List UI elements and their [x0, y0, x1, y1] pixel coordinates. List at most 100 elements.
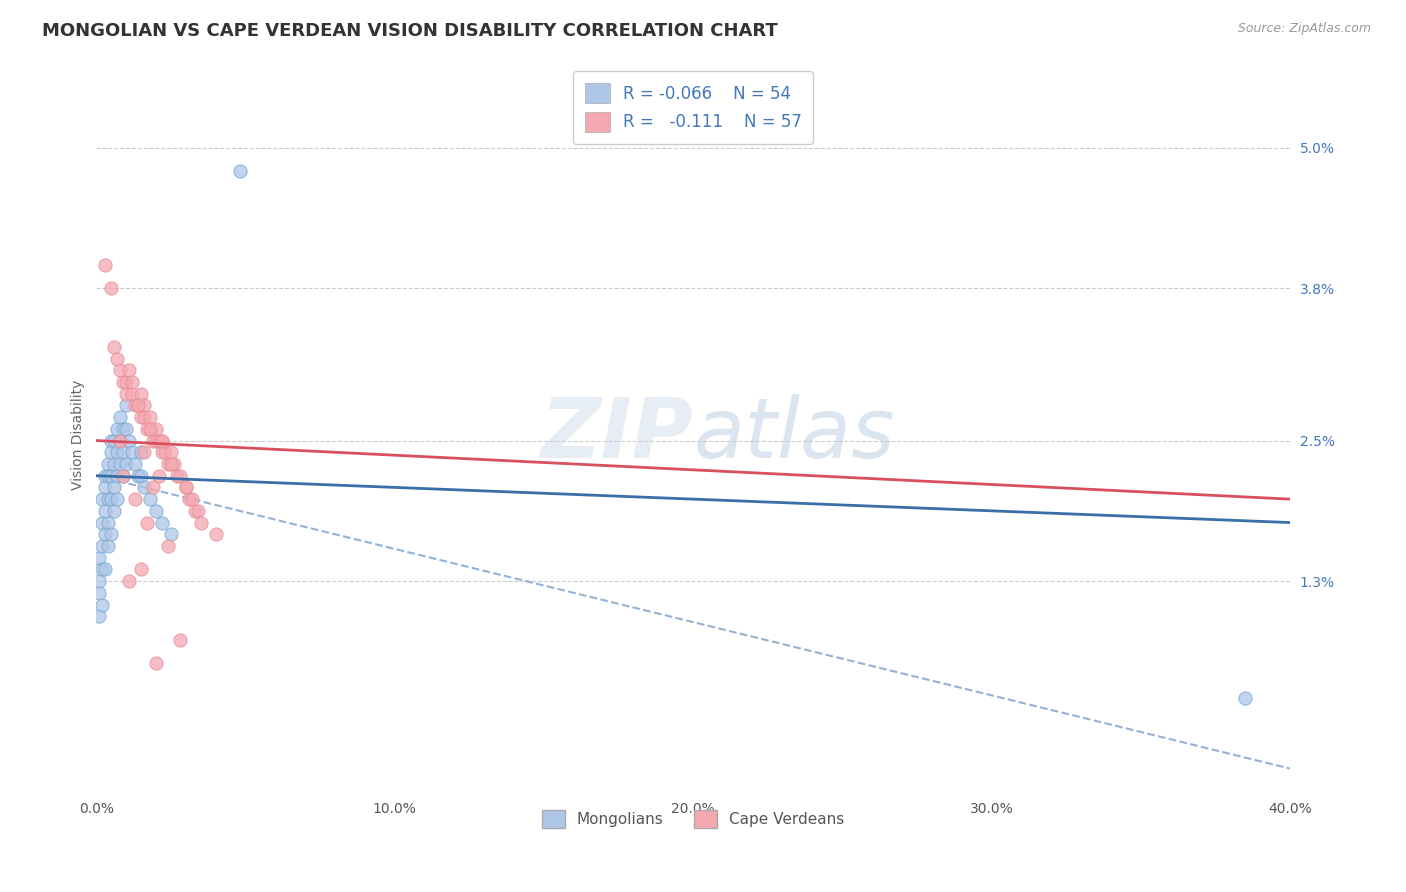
Point	[228, 164, 250, 178]
Point	[121, 445, 143, 459]
Point	[166, 468, 188, 483]
Point	[110, 457, 132, 471]
Text: ZIP: ZIP	[540, 394, 693, 475]
Point	[97, 457, 120, 471]
Point	[127, 399, 149, 413]
Point	[184, 504, 207, 518]
Point	[139, 410, 162, 425]
Point	[160, 445, 183, 459]
Point	[91, 492, 114, 507]
Point	[118, 363, 141, 377]
Point	[187, 504, 209, 518]
Point	[129, 562, 152, 576]
Point	[94, 527, 117, 541]
Point	[94, 480, 117, 494]
Y-axis label: Vision Disability: Vision Disability	[72, 379, 86, 490]
Point	[89, 550, 111, 565]
Point	[160, 457, 183, 471]
Point	[142, 480, 165, 494]
Point	[91, 598, 114, 612]
Point	[139, 492, 162, 507]
Point	[110, 434, 132, 448]
Point	[145, 656, 167, 670]
Point	[103, 504, 125, 518]
Point	[110, 410, 132, 425]
Point	[142, 434, 165, 448]
Point	[105, 468, 128, 483]
Point	[127, 468, 149, 483]
Point	[115, 386, 138, 401]
Point	[163, 457, 186, 471]
Point	[89, 586, 111, 600]
Point	[148, 434, 170, 448]
Point	[121, 386, 143, 401]
Point	[150, 516, 173, 530]
Point	[145, 422, 167, 436]
Point	[100, 527, 122, 541]
Point	[169, 632, 191, 647]
Point	[129, 410, 152, 425]
Point	[89, 574, 111, 588]
Point	[110, 434, 132, 448]
Point	[100, 445, 122, 459]
Point	[132, 410, 155, 425]
Point	[112, 422, 135, 436]
Point	[105, 422, 128, 436]
Point	[100, 468, 122, 483]
Point	[160, 527, 183, 541]
Point	[100, 492, 122, 507]
Point	[103, 434, 125, 448]
Point	[112, 468, 135, 483]
Point	[115, 375, 138, 389]
Point	[145, 434, 167, 448]
Point	[139, 422, 162, 436]
Point	[153, 445, 176, 459]
Point	[97, 516, 120, 530]
Point	[169, 468, 191, 483]
Point	[180, 492, 202, 507]
Point	[94, 504, 117, 518]
Point	[112, 468, 135, 483]
Point	[136, 516, 159, 530]
Point	[103, 480, 125, 494]
Point	[112, 445, 135, 459]
Legend: Mongolians, Cape Verdeans: Mongolians, Cape Verdeans	[536, 804, 851, 834]
Point	[150, 434, 173, 448]
Point	[91, 516, 114, 530]
Text: MONGOLIAN VS CAPE VERDEAN VISION DISABILITY CORRELATION CHART: MONGOLIAN VS CAPE VERDEAN VISION DISABIL…	[42, 22, 778, 40]
Point	[150, 434, 173, 448]
Point	[136, 422, 159, 436]
Point	[103, 457, 125, 471]
Point	[105, 351, 128, 366]
Point	[115, 457, 138, 471]
Point	[89, 609, 111, 624]
Point	[105, 445, 128, 459]
Point	[174, 480, 197, 494]
Point	[100, 281, 122, 295]
Point	[115, 422, 138, 436]
Point	[156, 457, 179, 471]
Point	[1234, 691, 1257, 706]
Point	[145, 504, 167, 518]
Point	[132, 445, 155, 459]
Point	[103, 340, 125, 354]
Point	[174, 480, 197, 494]
Point	[105, 492, 128, 507]
Point	[124, 492, 146, 507]
Point	[118, 434, 141, 448]
Point	[160, 457, 183, 471]
Point	[94, 468, 117, 483]
Point	[97, 539, 120, 553]
Point	[94, 562, 117, 576]
Point	[124, 457, 146, 471]
Point	[127, 399, 149, 413]
Point	[150, 445, 173, 459]
Text: atlas: atlas	[693, 394, 894, 475]
Point	[118, 574, 141, 588]
Point	[94, 258, 117, 272]
Point	[190, 516, 212, 530]
Point	[148, 468, 170, 483]
Point	[112, 375, 135, 389]
Point	[97, 468, 120, 483]
Point	[115, 399, 138, 413]
